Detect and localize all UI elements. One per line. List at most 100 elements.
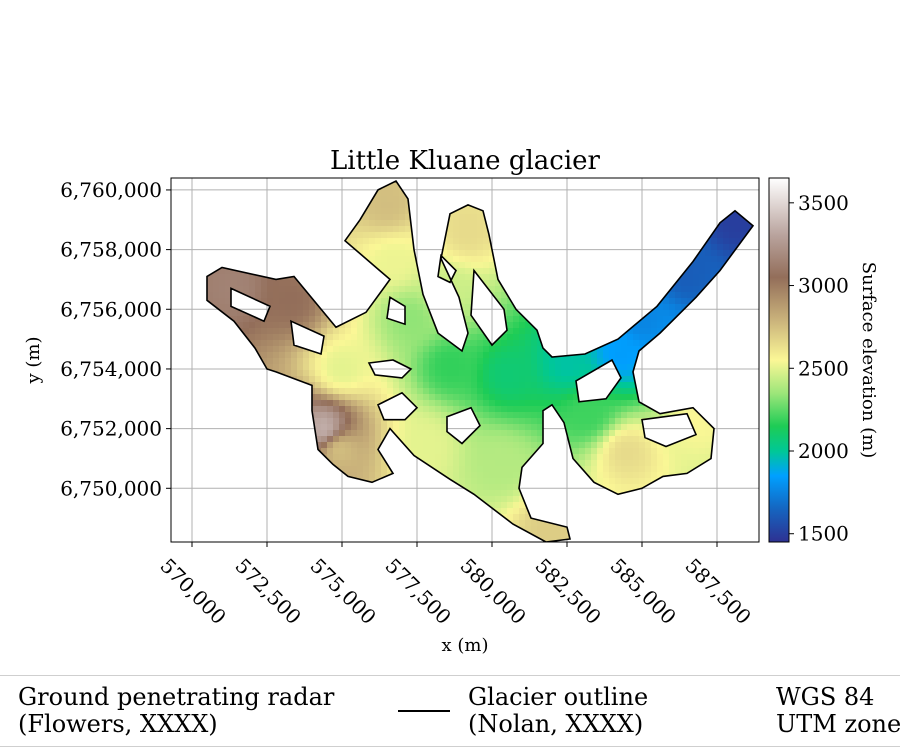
heat-cell-3332 [171,382,178,389]
heat-cell-4192 [627,430,634,437]
heat-cell-3287 [489,376,496,383]
heat-cell-2836 [723,346,730,353]
heat-cell-3761 [393,406,400,413]
heat-cell-3908 [687,412,694,419]
heat-cell-1431 [525,262,532,269]
heat-cell-3101 [549,364,556,371]
heat-cell-3994 [615,418,622,425]
heat-cell-253 [513,190,520,197]
heat-cell-1190 [255,250,262,257]
heat-cell-4436 [327,448,334,455]
heat-cell-1527 [513,268,520,275]
heat-cell-2599 [477,334,484,341]
heat-cell-2039 [645,298,652,305]
heat-cell-1570 [183,274,190,281]
heat-cell-2804 [531,346,538,353]
heat-cell-6 [207,181,214,185]
heat-cell-95 [741,181,748,185]
heat-cell-2390 [399,322,406,329]
heat-cell-1656 [699,274,706,281]
heat-cell-867 [669,226,676,233]
heat-cell-857 [609,226,616,233]
heat-cell-80 [651,181,658,185]
heat-cell-4941 [417,478,424,485]
heat-cell-2643 [741,334,748,341]
heat-cell-458 [567,202,574,209]
heat-cell-4140 [315,430,322,437]
heat-cell-393 [177,202,184,209]
heat-cell-3126 [699,364,706,371]
heat-cell-4305 [717,436,724,443]
heat-cell-2531 [657,328,664,335]
heat-cell-907 [321,232,328,239]
heat-cell-3419 [693,382,700,389]
heat-cell-4779 [621,466,628,473]
heat-cell-1467 [741,262,748,269]
heat-cell-3134 [747,364,753,371]
heat-cell-250 [495,190,502,197]
heat-cell-1203 [333,250,340,257]
heat-cell-2043 [669,298,676,305]
heat-cell-3988 [579,418,586,425]
heat-cell-535 [441,208,448,215]
heat-cell-2352 [171,322,178,329]
heat-cell-4653 [453,460,460,467]
heat-cell-2397 [441,322,448,329]
heat-cell-1488 [279,268,286,275]
heat-cell-248 [483,190,490,197]
heat-cell-4840 [399,472,406,479]
heat-cell-898 [267,232,274,239]
heat-cell-1421 [465,262,472,269]
heat-cell-2712 [567,340,574,347]
heat-cell-2940 [171,358,178,365]
heat-cell-1807 [429,286,436,293]
heat-cell-2815 [597,346,604,353]
heat-cell-2274 [291,316,298,323]
heat-cell-4296 [663,436,670,443]
heat-cell-785 [177,226,184,233]
heat-cell-3189 [489,370,496,377]
heat-cell-3698 [603,400,610,407]
heat-cell-4397 [681,442,688,449]
heat-cell-4223 [225,436,232,443]
heat-cell-283 [693,190,700,197]
heat-cell-2744 [171,346,178,353]
heat-cell-1492 [303,268,310,275]
heat-cell-1070 [711,238,718,245]
heat-cell-4077 [525,424,532,431]
heat-cell-1443 [597,262,604,269]
heat-cell-1176 [171,250,178,257]
heat-cell-1708 [423,280,430,287]
heat-cell-4498 [699,448,706,455]
heat-cell-1368 [735,256,742,263]
heat-cell-2295 [417,316,424,323]
heat-cell-933 [477,232,484,239]
heat-cell-3502 [603,388,610,395]
heat-cell-4555 [453,454,460,461]
heat-cell-4210 [735,430,742,437]
heat-cell-3549 [297,394,304,401]
heat-cell-728 [423,220,430,227]
heat-cell-4770 [567,466,574,473]
heat-cell-1817 [489,286,496,293]
heat-cell-4339 [333,442,340,449]
heat-cell-4153 [393,430,400,437]
heat-cell-3746 [303,406,310,413]
heat-cell-2296 [423,316,430,323]
heat-cell-64 [555,181,562,185]
heat-cell-3278 [435,376,442,383]
heat-cell-3005 [561,358,568,365]
heat-cell-2970 [351,358,358,365]
heat-cell-773 [693,220,700,227]
heat-cell-559 [585,208,592,215]
heat-cell-2333 [645,316,652,323]
heat-cell-686 [171,220,178,227]
heat-cell-2048 [699,298,706,305]
heat-cell-4386 [615,442,622,449]
heat-cell-2514 [555,328,562,335]
heat-cell-1579 [237,274,244,281]
heat-cell-4904 [195,478,202,485]
heat-cell-2003 [429,298,436,305]
heat-cell-1953 [717,292,724,299]
heat-cell-1962 [183,298,190,305]
